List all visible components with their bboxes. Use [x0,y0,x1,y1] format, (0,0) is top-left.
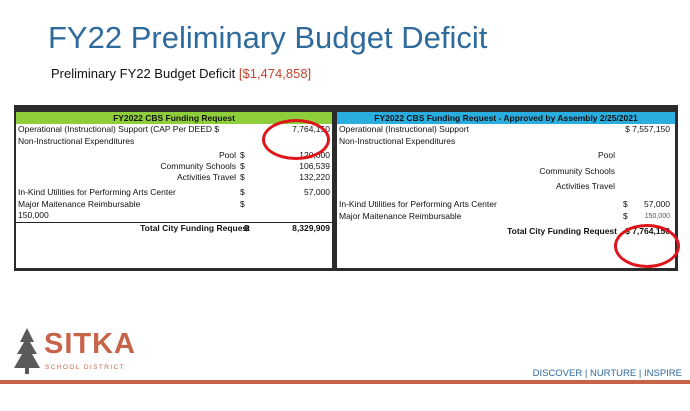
logo-name: SITKA [44,328,136,360]
table-row: Activities Travel [337,181,675,192]
row-value: 57,000 [644,199,670,209]
row-value: 57,000 [304,187,330,197]
total-label: Total City Funding Request [507,226,617,236]
table-row: Community Schools [337,166,675,177]
row-dollar: $ [240,161,245,171]
table-row: Activities Travel $ 132,220 [16,172,332,183]
row-label: Pool [218,150,236,160]
highlight-circle-right [614,224,680,268]
row-value: 106,539 [299,161,330,171]
sitka-logo: SITKA SCHOOL DISTRICT [14,328,136,374]
row-dollar: $ [240,199,245,209]
row-label: 150,000 [18,210,49,220]
tagline: DISCOVER | NURTURE | INSPIRE [532,368,682,379]
row-dollar: $ [240,172,245,182]
table-row: Major Maitenance Reimbursable $ [16,199,332,210]
table-row: In-Kind Utilities for Performing Arts Ce… [337,199,675,210]
table-row: 150,000 [16,210,332,221]
table-row: Major Maitenance Reimbursable $ 150,000 [337,211,675,222]
row-label: Operational (Instructional) Support [339,124,469,134]
row-label: In-Kind Utilities for Performing Arts Ce… [18,187,176,197]
table-row: In-Kind Utilities for Performing Arts Ce… [16,187,332,198]
table-row: Pool [337,150,675,161]
total-value: 8,329,909 [292,223,330,233]
row-label: In-Kind Utilities for Performing Arts Ce… [339,199,497,209]
row-dollar: $ [240,187,245,197]
subtitle: Preliminary FY22 Budget Deficit [$1,474,… [51,66,311,81]
row-label: Non-Instructional Expenditures [18,136,135,146]
table-row: Community Schools $ 106,539 [16,161,332,172]
row-label: Pool [597,150,615,160]
row-dollar: $ [623,211,628,221]
row-dollar: $ [240,150,245,160]
row-label: Non-Instructional Expenditures [339,136,456,146]
budget-table-image: FY2022 CBS Funding Request Operational (… [14,105,678,271]
total-row: Total City Funding Request $ 8,329,909 [16,222,332,234]
row-dollar: $ [623,199,628,209]
page-title: FY22 Preliminary Budget Deficit [48,20,488,55]
subtitle-label: Preliminary FY22 Budget Deficit [51,66,236,81]
highlight-circle-left [262,119,330,160]
logo-subtitle: SCHOOL DISTRICT [45,364,125,371]
row-label: Community Schools [539,166,615,176]
left-table-header: FY2022 CBS Funding Request [16,112,332,124]
row-label: Major Maitenance Reimbursable [339,211,462,221]
row-value: $ 7,557,150 [625,124,670,134]
total-label: Total City Funding Request [140,223,250,233]
table-row: Non-Instructional Expenditures [16,136,332,147]
tree-icon [14,328,40,374]
row-value: 150,000 [644,213,670,220]
table-row: Operational (Instructional) Support $ 7,… [337,124,675,135]
total-dollar: $ [244,223,249,233]
row-value: 132,220 [299,172,330,182]
row-label: Activities Travel [555,181,615,191]
right-table-header: FY2022 CBS Funding Request - Approved by… [337,112,675,124]
row-label: Activities Travel [176,172,236,182]
footer-divider [0,380,690,384]
row-label: Major Maitenance Reimbursable [18,199,141,209]
row-label: Operational (Instructional) Support (CAP… [18,124,220,134]
table-row: Non-Instructional Expenditures [337,136,675,147]
row-label: Community Schools [160,161,236,171]
deficit-amount: [$1,474,858] [238,66,312,81]
